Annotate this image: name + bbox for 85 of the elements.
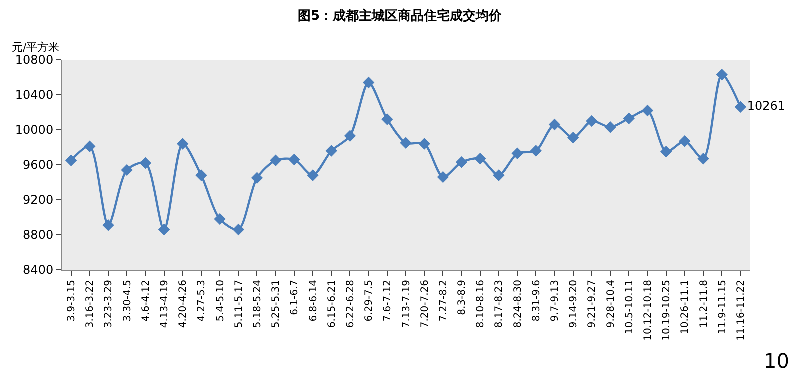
x-tick-label: 8.10-8.16: [476, 280, 487, 328]
point: [158, 224, 170, 236]
y-tick-label: 9200: [23, 193, 54, 208]
point: [660, 146, 672, 158]
y-axis-title: 元/平方米: [12, 41, 60, 54]
point: [214, 213, 226, 226]
point: [512, 148, 524, 160]
x-tick-label: 10.5-10.11: [624, 280, 636, 335]
point: [734, 101, 747, 114]
point: [232, 224, 244, 236]
x-tick-label: 10.12-10.18: [642, 280, 654, 341]
x-tick-label: 9.14-9.20: [568, 280, 580, 328]
point: [716, 69, 728, 81]
chart-title: 图5：成都主城区商品住宅成交均价: [298, 8, 504, 24]
point: [437, 171, 450, 184]
point: [698, 153, 710, 165]
y-tick-label: 10400: [15, 88, 54, 102]
point: [530, 145, 542, 157]
y-tick-label: 10000: [15, 123, 54, 138]
point: [642, 104, 654, 117]
point: [456, 156, 468, 168]
x-tick-label: 3.23-3.29: [104, 280, 115, 328]
point: [418, 138, 430, 150]
point: [474, 153, 486, 165]
x-tick-label: 6.1-6.7: [290, 280, 301, 316]
y-tick-label: 10800: [15, 53, 54, 68]
x-tick-label: 4.27-5.3: [196, 280, 208, 322]
x-tick-label: 9.21-9.27: [587, 280, 598, 328]
x-tick-label: 8.3-8.9: [457, 280, 468, 316]
point: [679, 136, 691, 148]
x-tick-label: 10.19-10.25: [662, 280, 673, 341]
text: 10: [764, 349, 790, 370]
x-tick-label: 3.30-4.5: [122, 280, 134, 322]
point: [121, 164, 133, 176]
point: [140, 157, 152, 170]
x-tick-label: 11.2-11.8: [698, 280, 710, 328]
x-tick-label: 6.15-6.21: [326, 280, 338, 328]
y-tick-label: 8800: [23, 228, 54, 242]
point: [196, 170, 208, 182]
point: [548, 118, 561, 131]
x-tick-label: 5.25-5.31: [271, 280, 282, 328]
y-tick-label: 9600: [23, 158, 54, 172]
point: [288, 154, 300, 166]
point: [307, 170, 319, 182]
point: [568, 132, 580, 144]
point: [362, 76, 375, 89]
point: [604, 122, 616, 134]
data-label: 10261: [747, 99, 786, 114]
point: [326, 145, 338, 157]
x-tick-label: 4.13-4.19: [160, 280, 171, 328]
point: [251, 172, 264, 184]
x-tick-label: 7.6-7.12: [382, 280, 394, 322]
x-tick-label: 3.9-3.15: [66, 280, 78, 322]
x-tick-label: 11.9-11.15: [717, 280, 728, 335]
x-tick-label: 8.24-8.30: [512, 280, 524, 328]
x-tick-label: 9.28-10.4: [606, 280, 617, 328]
x-tick-label: 11.16-11.22: [736, 280, 747, 341]
x-tick-label: 7.13-7.19: [401, 280, 412, 328]
x-tick-label: 5.4-5.10: [215, 280, 226, 322]
y-tick-label: 8400: [23, 263, 54, 278]
point: [344, 130, 356, 142]
x-tick-label: 10.26-11.1: [680, 280, 692, 335]
point: [84, 140, 96, 152]
point: [177, 138, 189, 150]
x-tick-label: 6.22-6.28: [345, 280, 356, 328]
x-tick-label: 8.31-9.6: [531, 280, 542, 322]
x-tick-label: 9.7-9.13: [550, 280, 562, 322]
point: [493, 170, 505, 182]
point: [65, 154, 78, 166]
x-tick-label: 5.18-5.24: [252, 280, 264, 328]
x-tick-label: 4.6-4.12: [140, 280, 152, 322]
point: [586, 115, 598, 128]
x-tick-label: 3.16-3.22: [85, 280, 96, 328]
point: [400, 137, 412, 149]
x-tick-label: 6.8-6.14: [308, 280, 320, 322]
x-tick-label: 7.27-8.2: [438, 280, 450, 322]
x-tick-label: 4.20-4.26: [178, 280, 190, 328]
point: [270, 154, 282, 166]
x-tick-label: 7.20-7.26: [420, 280, 431, 328]
x-tick-label: 5.11-5.17: [234, 280, 245, 328]
x-tick-label: 8.17-8.23: [494, 280, 506, 328]
x-tick-label: 6.29-7.5: [364, 280, 376, 322]
point: [623, 112, 635, 124]
point: [382, 114, 394, 126]
point: [102, 220, 114, 232]
